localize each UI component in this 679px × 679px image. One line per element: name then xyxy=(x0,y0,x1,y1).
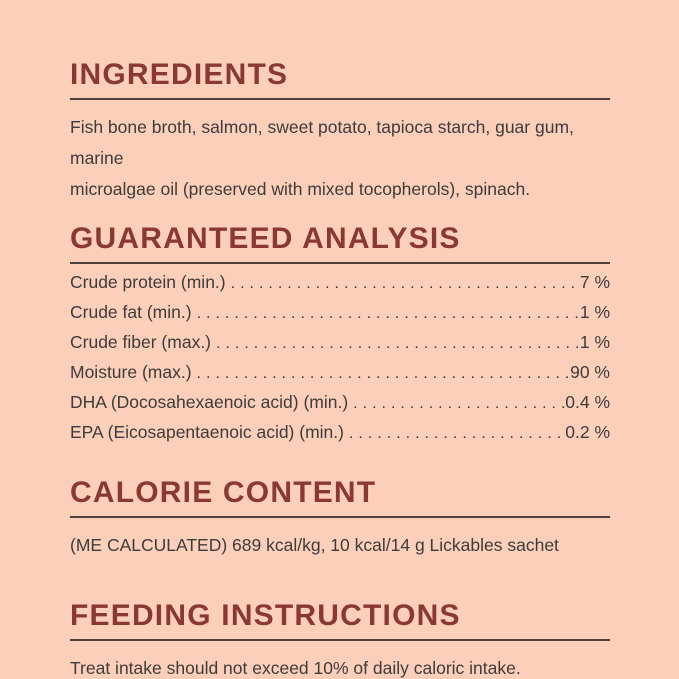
analysis-value: 1 % xyxy=(579,302,610,322)
label-content: INGREDIENTS Fish bone broth, salmon, swe… xyxy=(70,58,610,679)
ingredients-title: INGREDIENTS xyxy=(70,58,289,91)
analysis-value: 0.4 % xyxy=(565,392,610,412)
analysis-label: Crude fiber (max.) xyxy=(70,332,212,352)
table-row: Crude fat (min.) 1 % xyxy=(70,302,610,332)
guaranteed-analysis-rule xyxy=(70,262,610,264)
ingredients-text: Fish bone broth, salmon, sweet potato, t… xyxy=(70,117,574,199)
table-row: Crude protein (min.) 7 % xyxy=(70,272,610,302)
table-row: Crude fiber (max.) 1 % xyxy=(70,332,610,362)
analysis-label: Crude protein (min.) xyxy=(70,272,226,292)
feeding-instructions-text: Treat intake should not exceed 10% of da… xyxy=(70,658,521,678)
dot-leader xyxy=(348,395,565,413)
dot-leader xyxy=(192,305,580,323)
calorie-content-text: (ME CALCULATED) 689 kcal/kg, 10 kcal/14 … xyxy=(70,535,559,555)
guaranteed-analysis-title: GUARANTEED ANALYSIS xyxy=(70,222,461,255)
calorie-content-rule xyxy=(70,516,610,518)
calorie-content-title: CALORIE CONTENT xyxy=(70,476,377,509)
analysis-label: EPA (Eicosapentaenoic acid) (min.) xyxy=(70,422,344,442)
analysis-value: 0.2 % xyxy=(565,422,610,442)
feeding-instructions-rule xyxy=(70,639,610,641)
dot-leader xyxy=(211,335,580,353)
ingredients-rule xyxy=(70,98,610,100)
analysis-label: Crude fat (min.) xyxy=(70,302,192,322)
dot-leader xyxy=(192,365,571,383)
guaranteed-analysis-table: Crude protein (min.) 7 % Crude fat (min.… xyxy=(70,272,610,452)
table-row: EPA (Eicosapentaenoic acid) (min.) 0.2 % xyxy=(70,422,610,452)
feeding-instructions-title: FEEDING INSTRUCTIONS xyxy=(70,599,461,632)
analysis-label: Moisture (max.) xyxy=(70,362,192,382)
dot-leader xyxy=(344,425,565,443)
dot-leader xyxy=(226,275,580,293)
table-row: Moisture (max.) 90 % xyxy=(70,362,610,392)
analysis-value: 90 % xyxy=(570,362,610,382)
analysis-value: 1 % xyxy=(579,332,610,352)
analysis-label: DHA (Docosahexaenoic acid) (min.) xyxy=(70,392,349,412)
analysis-value: 7 % xyxy=(579,272,610,292)
table-row: DHA (Docosahexaenoic acid) (min.) 0.4 % xyxy=(70,392,610,422)
